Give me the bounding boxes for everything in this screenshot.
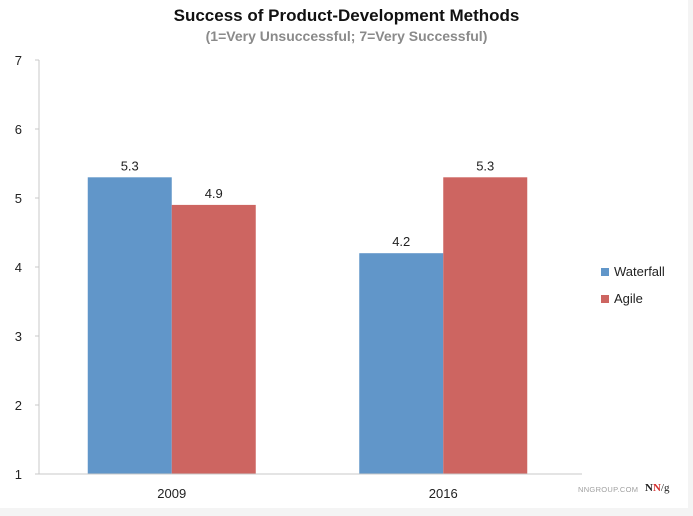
bar-agile-2009 (171, 204, 256, 474)
data-label: 5.3 (476, 158, 494, 173)
legend-item-waterfall: Waterfall (601, 258, 665, 285)
y-tick-label: 5 (15, 191, 22, 206)
chart-subtitle: (1=Very Unsuccessful; 7=Very Successful) (205, 28, 488, 44)
legend-item-agile: Agile (601, 285, 665, 312)
data-label: 5.3 (121, 158, 139, 173)
x-tick-label: 2009 (157, 486, 186, 501)
nng-logo: NN/g (645, 482, 669, 494)
watermark: NNGROUP.COM (578, 485, 639, 494)
data-label: 4.2 (392, 234, 410, 249)
y-tick-label: 6 (15, 122, 22, 137)
legend-swatch-waterfall (601, 267, 609, 276)
logo-g: /g (660, 482, 670, 494)
legend-swatch-agile (601, 294, 609, 303)
bar-waterfall-2009 (87, 177, 172, 475)
x-tick-label: 2016 (429, 486, 458, 501)
legend-label-waterfall: Waterfall (614, 264, 665, 279)
legend: Waterfall Agile (601, 258, 665, 312)
chart-title: Success of Product-Development Methods (173, 6, 520, 25)
y-tick-label: 1 (15, 467, 22, 482)
y-tick-label: 3 (15, 329, 22, 344)
y-tick-label: 2 (15, 398, 22, 413)
logo-n1: N (645, 482, 653, 494)
bar-agile-2016 (443, 177, 528, 475)
y-tick-label: 7 (15, 53, 22, 68)
legend-label-agile: Agile (614, 291, 643, 306)
y-tick-label: 4 (15, 260, 22, 275)
logo-n2: N (652, 482, 661, 494)
bar-waterfall-2016 (359, 253, 444, 474)
data-label: 4.9 (205, 186, 223, 201)
